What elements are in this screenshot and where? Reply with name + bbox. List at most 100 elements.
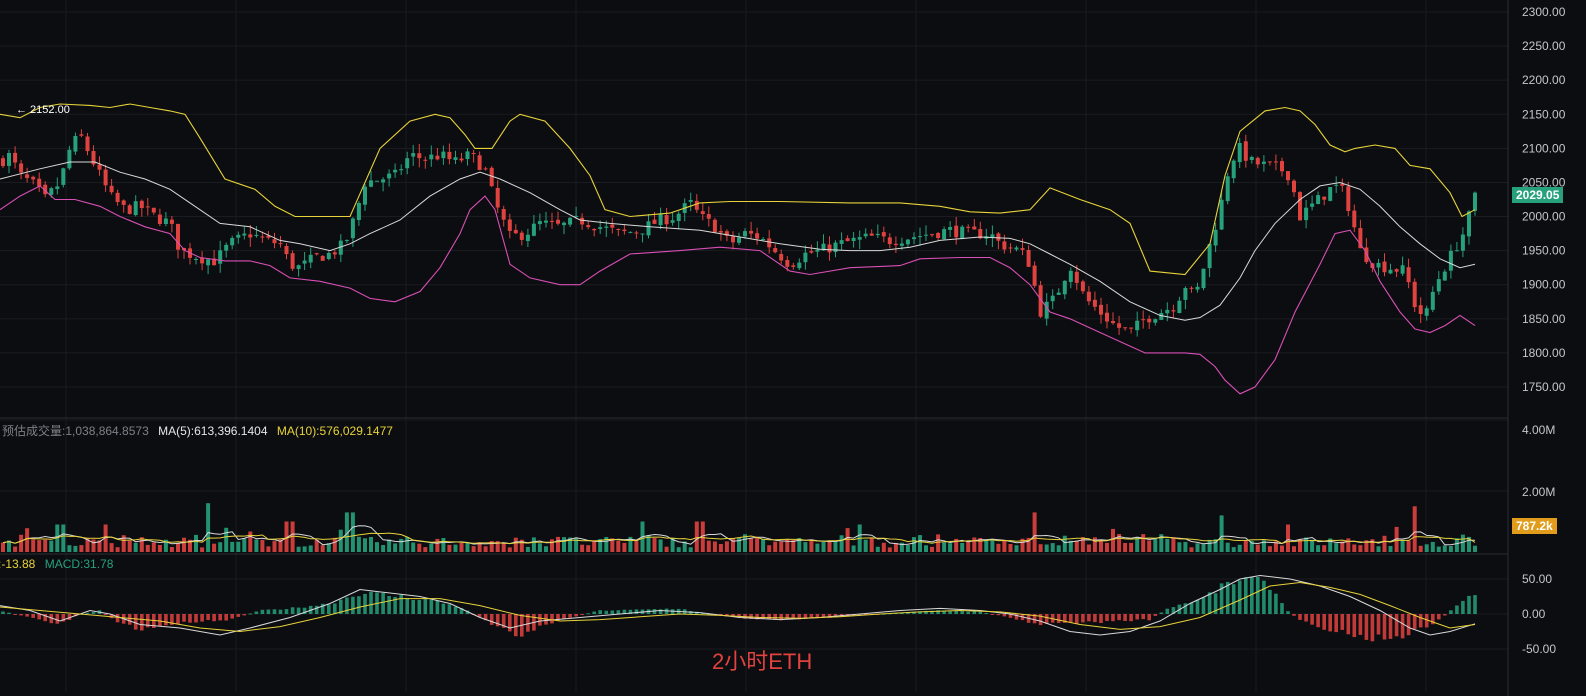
volume-bar (785, 538, 790, 552)
macd-histogram-bar (652, 609, 657, 614)
volume-bar (1442, 545, 1447, 552)
candle-body (1322, 196, 1327, 200)
volume-bar (610, 538, 615, 552)
candle-body (604, 226, 609, 228)
macd-histogram-bar (538, 614, 542, 626)
candle-body (157, 214, 162, 224)
candle-body (1225, 176, 1230, 202)
volume-bar (1099, 539, 1103, 552)
macd-histogram-bar (290, 607, 295, 614)
volume-bar (930, 546, 934, 552)
candle-body (1394, 269, 1399, 272)
macd-histogram-bar (495, 614, 500, 627)
volume-bar (1195, 543, 1200, 552)
volume-ma10-line (2, 532, 1476, 545)
volume-bar (821, 541, 826, 552)
macd-histogram-bar (574, 614, 578, 617)
volume-bar (634, 541, 639, 552)
macd-histogram-bar (616, 610, 621, 614)
macd-histogram-bar (821, 614, 826, 618)
volume-bar (429, 543, 434, 552)
volume-bar (1080, 537, 1085, 552)
last-price-tag: 2029.05 (1512, 187, 1564, 203)
candle-body (1008, 247, 1013, 249)
macd-histogram-bar (453, 606, 458, 614)
candle-body (97, 164, 102, 170)
macd-histogram-bar (598, 610, 602, 614)
candle-body (640, 233, 645, 235)
price-tick-label: 1850.00 (1522, 312, 1566, 326)
volume-bar (79, 545, 84, 552)
candle-body (1153, 319, 1158, 323)
volume-bar (85, 538, 90, 552)
volume-bar (1014, 545, 1019, 552)
macd-histogram-bar (1418, 614, 1423, 628)
candle-body (206, 259, 211, 266)
volume-bar (1086, 544, 1091, 552)
volume-bar (1111, 528, 1115, 552)
candle-body (1280, 161, 1284, 172)
volume-bar (1436, 546, 1441, 552)
macd-histogram-bar (1153, 614, 1158, 616)
macd-histogram-bar (405, 598, 409, 614)
volume-bar (471, 546, 476, 552)
macd-histogram-bar (972, 611, 977, 614)
volume-bar (815, 543, 820, 552)
macd-histogram-bar (188, 614, 192, 623)
volume-ma5-label: MA(5):613,396.1404 (158, 424, 268, 438)
volume-bar (1002, 540, 1007, 552)
volume-bar (1322, 545, 1327, 552)
macd-histogram-bar (526, 614, 530, 632)
candle-body (483, 168, 488, 170)
volume-panel[interactable] (1, 503, 1477, 553)
candle-body (1430, 291, 1435, 310)
volume-bar (477, 542, 482, 552)
candle-body (411, 153, 416, 157)
volume-bar (688, 547, 693, 552)
volume-bar (411, 542, 416, 552)
candle-body (1056, 292, 1061, 295)
macd-histogram-bar (912, 611, 916, 614)
volume-bar (1261, 540, 1266, 552)
candle-body (489, 167, 494, 187)
macd-panel[interactable] (0, 574, 1477, 642)
macd-histogram-bar (218, 614, 222, 621)
candle-body (821, 243, 826, 251)
macd-histogram-bar (140, 614, 144, 631)
volume-bar (1026, 537, 1031, 552)
macd-histogram-bar (1063, 614, 1067, 623)
macd-histogram-bar (19, 614, 23, 616)
price-tick-label: 1800.00 (1522, 346, 1566, 360)
candle-body (1448, 250, 1453, 271)
watermark: 2小时ETH (712, 649, 813, 674)
candle-body (960, 226, 965, 239)
macd-histogram-bar (1081, 614, 1085, 623)
macd-histogram-bar (592, 611, 596, 614)
macd-histogram-bar (1213, 593, 1218, 614)
volume-bar (972, 537, 977, 552)
macd-histogram-bar (49, 614, 54, 624)
candle-body (1080, 281, 1085, 292)
candle-body (918, 236, 922, 238)
candle-body (127, 205, 132, 214)
volume-bar (176, 542, 180, 552)
candle-body (809, 251, 814, 253)
macd-histogram-bar (176, 614, 180, 625)
macd-histogram-bar (1117, 614, 1121, 621)
macd-histogram-bar (1171, 607, 1176, 614)
candle-body (1062, 280, 1067, 295)
volume-bar (254, 539, 259, 552)
price-panel[interactable] (0, 103, 1477, 395)
candle-body (465, 151, 470, 159)
volume-bar (1370, 539, 1375, 552)
volume-bar (1020, 538, 1025, 552)
volume-bar (646, 535, 651, 552)
macd-histogram-bar (61, 614, 66, 622)
candle-body (912, 237, 916, 240)
volume-bar (1159, 534, 1164, 552)
volume-bar (91, 539, 96, 552)
macd-histogram-bar (91, 612, 96, 614)
candle-body (477, 155, 482, 170)
candle-body (767, 238, 772, 248)
